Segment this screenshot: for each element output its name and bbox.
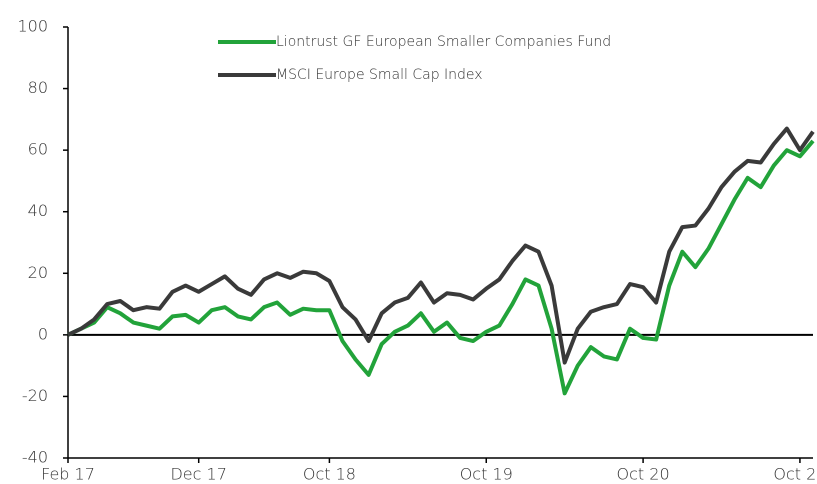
y-tick-label: 40 <box>28 201 48 220</box>
y-tick-label: 80 <box>28 78 48 97</box>
x-tick-label: Oct 20 <box>617 465 670 484</box>
y-tick-label: -40 <box>22 448 48 467</box>
x-tick-label: Oct 18 <box>303 465 356 484</box>
y-tick-label: 100 <box>17 17 48 36</box>
y-tick-label: 0 <box>38 324 48 343</box>
x-tick-label: Feb 17 <box>41 465 95 484</box>
legend-text: MSCI Europe Small Cap Index <box>276 67 483 83</box>
y-tick-label: 60 <box>28 140 48 159</box>
y-tick-label: -20 <box>22 386 48 405</box>
series-line <box>67 126 815 365</box>
x-tick-label: Dec 17 <box>170 465 226 484</box>
series-line <box>67 139 815 396</box>
x-tick-label: Oct 21 <box>773 465 817 484</box>
x-tick-label: Oct 19 <box>460 465 513 484</box>
legend-text: Liontrust GF European Smaller Companies … <box>276 34 611 50</box>
y-tick-label: 20 <box>28 263 48 282</box>
